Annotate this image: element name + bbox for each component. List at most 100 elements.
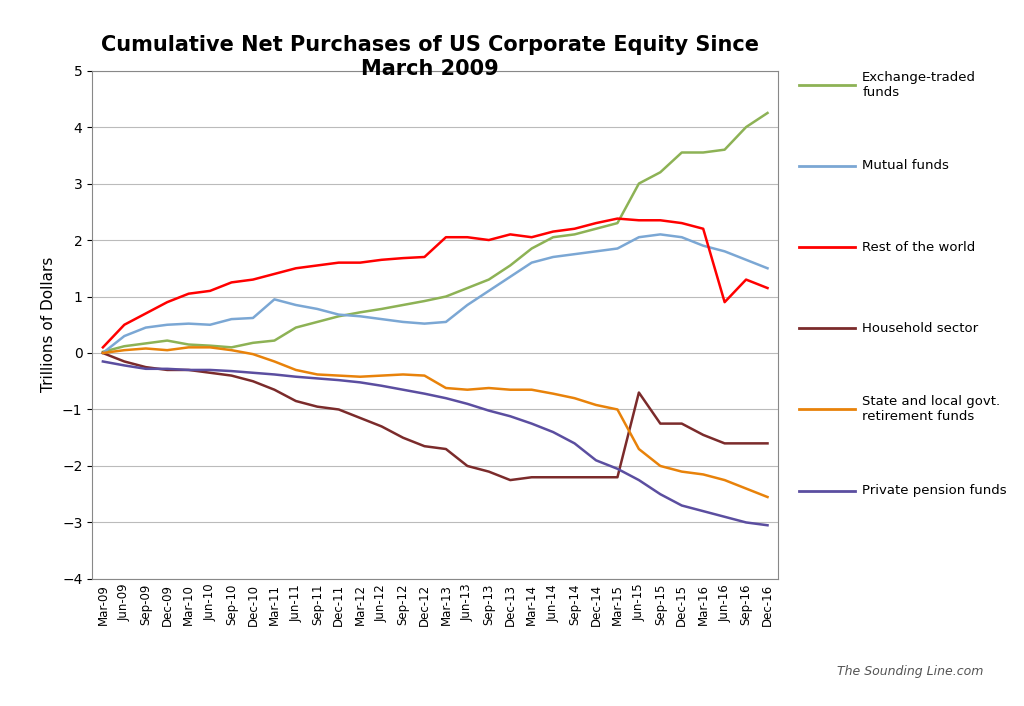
State and local govt.
retirement funds xyxy=(633,445,645,453)
Private pension funds xyxy=(762,521,774,530)
Private pension funds xyxy=(504,412,516,421)
Rest of the world xyxy=(139,309,152,318)
Mutual funds xyxy=(139,323,152,332)
Exchange-traded
funds xyxy=(676,148,688,157)
Mutual funds xyxy=(568,250,581,258)
Text: Exchange-traded
funds: Exchange-traded funds xyxy=(862,71,976,99)
Mutual funds xyxy=(311,305,324,313)
State and local govt.
retirement funds xyxy=(482,384,495,393)
Private pension funds xyxy=(547,428,559,436)
Rest of the world xyxy=(311,261,324,270)
Household sector xyxy=(182,366,195,374)
Household sector xyxy=(719,439,731,448)
Private pension funds xyxy=(225,367,238,376)
Exchange-traded
funds xyxy=(525,244,538,253)
Household sector xyxy=(461,462,473,470)
Line: State and local govt.
retirement funds: State and local govt. retirement funds xyxy=(102,347,768,497)
State and local govt.
retirement funds xyxy=(290,366,302,374)
State and local govt.
retirement funds xyxy=(762,493,774,501)
Mutual funds xyxy=(697,241,710,250)
Line: Exchange-traded
funds: Exchange-traded funds xyxy=(102,113,768,352)
Private pension funds xyxy=(268,370,281,378)
Mutual funds xyxy=(182,319,195,328)
Rest of the world xyxy=(439,233,452,241)
Y-axis label: Trillions of Dollars: Trillions of Dollars xyxy=(41,257,56,393)
Household sector xyxy=(225,371,238,380)
Mutual funds xyxy=(762,264,774,273)
Private pension funds xyxy=(697,507,710,515)
Household sector xyxy=(96,349,109,357)
State and local govt.
retirement funds xyxy=(525,385,538,394)
Exchange-traded
funds xyxy=(376,305,388,313)
Rest of the world xyxy=(225,278,238,287)
Rest of the world xyxy=(461,233,473,241)
Household sector xyxy=(247,377,259,385)
Mutual funds xyxy=(161,321,173,329)
Exchange-traded
funds xyxy=(118,342,130,350)
Rest of the world xyxy=(547,227,559,236)
Rest of the world xyxy=(268,270,281,278)
Mutual funds xyxy=(419,319,431,328)
Household sector xyxy=(633,388,645,397)
Exchange-traded
funds xyxy=(290,323,302,332)
Rest of the world xyxy=(247,275,259,284)
Line: Household sector: Household sector xyxy=(102,353,768,480)
Household sector xyxy=(397,433,410,442)
Mutual funds xyxy=(740,256,753,264)
Household sector xyxy=(118,357,130,366)
Mutual funds xyxy=(633,233,645,241)
Mutual funds xyxy=(504,273,516,281)
Mutual funds xyxy=(96,349,109,357)
Exchange-traded
funds xyxy=(439,292,452,301)
State and local govt.
retirement funds xyxy=(740,484,753,493)
Household sector xyxy=(590,473,602,481)
Exchange-traded
funds xyxy=(590,225,602,233)
Private pension funds xyxy=(740,518,753,527)
Mutual funds xyxy=(461,301,473,309)
Rest of the world xyxy=(376,256,388,264)
Mutual funds xyxy=(268,295,281,304)
State and local govt.
retirement funds xyxy=(719,476,731,484)
State and local govt.
retirement funds xyxy=(547,390,559,398)
Mutual funds xyxy=(354,312,367,321)
Household sector xyxy=(268,385,281,394)
Household sector xyxy=(697,431,710,439)
Exchange-traded
funds xyxy=(247,339,259,347)
State and local govt.
retirement funds xyxy=(504,385,516,394)
Rest of the world xyxy=(96,343,109,352)
Text: Cumulative Net Purchases of US Corporate Equity Since
March 2009: Cumulative Net Purchases of US Corporate… xyxy=(101,35,759,78)
Household sector xyxy=(419,442,431,450)
State and local govt.
retirement funds xyxy=(461,385,473,394)
Mutual funds xyxy=(333,311,345,319)
Rest of the world xyxy=(397,254,410,263)
State and local govt.
retirement funds xyxy=(590,401,602,409)
Private pension funds xyxy=(590,456,602,465)
Exchange-traded
funds xyxy=(611,219,624,227)
Private pension funds xyxy=(419,390,431,398)
Line: Mutual funds: Mutual funds xyxy=(102,234,768,353)
Rest of the world xyxy=(118,321,130,329)
Private pension funds xyxy=(397,385,410,394)
Rest of the world xyxy=(719,298,731,306)
Mutual funds xyxy=(439,318,452,326)
Private pension funds xyxy=(633,476,645,484)
Private pension funds xyxy=(182,366,195,374)
Rest of the world xyxy=(633,216,645,225)
State and local govt.
retirement funds xyxy=(419,371,431,380)
Exchange-traded
funds xyxy=(354,308,367,316)
Mutual funds xyxy=(247,313,259,322)
Rest of the world xyxy=(290,264,302,273)
Private pension funds xyxy=(161,364,173,373)
Exchange-traded
funds xyxy=(268,336,281,345)
Rest of the world xyxy=(762,284,774,292)
Rest of the world xyxy=(482,236,495,244)
State and local govt.
retirement funds xyxy=(247,350,259,359)
Mutual funds xyxy=(525,258,538,267)
State and local govt.
retirement funds xyxy=(225,346,238,354)
Household sector xyxy=(482,467,495,476)
Household sector xyxy=(376,422,388,431)
Rest of the world xyxy=(568,225,581,233)
Exchange-traded
funds xyxy=(654,168,667,176)
Private pension funds xyxy=(204,366,216,374)
Rest of the world xyxy=(525,233,538,241)
